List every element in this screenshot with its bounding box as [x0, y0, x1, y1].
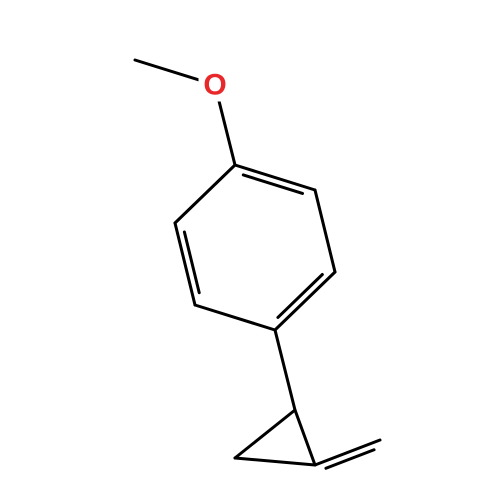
atom-label-O: O	[203, 69, 226, 102]
molecule-diagram: O	[0, 0, 500, 500]
